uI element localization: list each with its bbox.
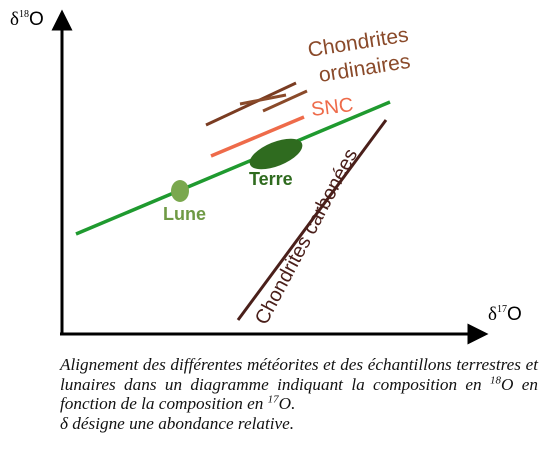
snc-label: SNC bbox=[310, 94, 355, 121]
y-axis-label-symbol: δ bbox=[10, 9, 19, 30]
y-axis-label: δ18O bbox=[10, 9, 44, 30]
caption-sup2: 17 bbox=[267, 393, 279, 406]
caption-sup1: 18 bbox=[490, 373, 501, 386]
snc-segment bbox=[210, 115, 305, 158]
chondrites-carbonees-line bbox=[236, 119, 388, 321]
terre-label: Terre bbox=[249, 169, 293, 189]
lune-marker bbox=[171, 180, 189, 202]
x-axis-label: δ17O bbox=[488, 304, 522, 325]
lune-label: Lune bbox=[163, 204, 206, 224]
caption-line2: δ désigne une abondance relative. bbox=[60, 413, 295, 433]
y-axis-label-mass: 18 bbox=[19, 9, 29, 20]
terrestrial-fractionation-line bbox=[75, 100, 391, 236]
x-axis-label-element: O bbox=[507, 304, 522, 325]
chondrites-ordinaires-segment-1 bbox=[205, 81, 297, 127]
chondrites-ordinaires-segment-3 bbox=[262, 89, 308, 113]
x-axis-label-mass: 17 bbox=[497, 304, 507, 315]
caption-part1: Alignement des différentes météorites et… bbox=[60, 355, 538, 394]
x-axis-label-symbol: δ bbox=[488, 304, 497, 325]
caption-part3: O. bbox=[278, 394, 296, 413]
terre-marker bbox=[249, 138, 303, 170]
chondrites-ordinaires-segment-2 bbox=[239, 93, 287, 106]
oxygen-isotope-diagram: δ18O δ17O Chondrites ordinaires SNC Terr… bbox=[10, 9, 522, 345]
figure-caption: Alignement des différentes météorites et… bbox=[60, 355, 538, 433]
y-axis-label-element: O bbox=[29, 9, 44, 30]
caption-part2: O en fonction de la composition en bbox=[60, 374, 538, 414]
